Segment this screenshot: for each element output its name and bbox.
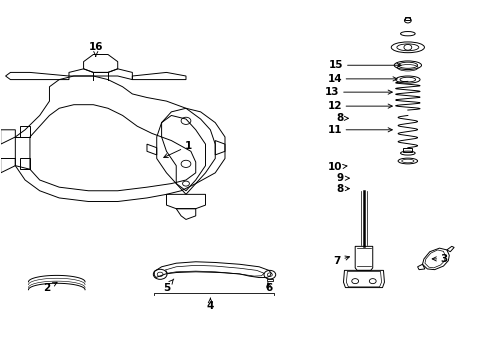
Text: 6: 6 <box>264 283 272 293</box>
Text: 1: 1 <box>163 141 192 158</box>
Text: 16: 16 <box>88 42 103 57</box>
Text: 13: 13 <box>325 87 391 97</box>
Text: 12: 12 <box>327 101 391 111</box>
Text: 9: 9 <box>336 173 348 183</box>
Text: 15: 15 <box>328 60 400 70</box>
Text: 5: 5 <box>163 279 173 293</box>
Text: 14: 14 <box>327 74 396 84</box>
Text: 3: 3 <box>431 254 447 264</box>
Text: 4: 4 <box>206 298 214 311</box>
Text: 11: 11 <box>327 125 391 135</box>
Text: 7: 7 <box>333 256 349 266</box>
Text: 8: 8 <box>335 184 348 194</box>
Text: 2: 2 <box>43 282 57 293</box>
Text: 8: 8 <box>335 113 347 123</box>
Text: 10: 10 <box>327 162 346 172</box>
